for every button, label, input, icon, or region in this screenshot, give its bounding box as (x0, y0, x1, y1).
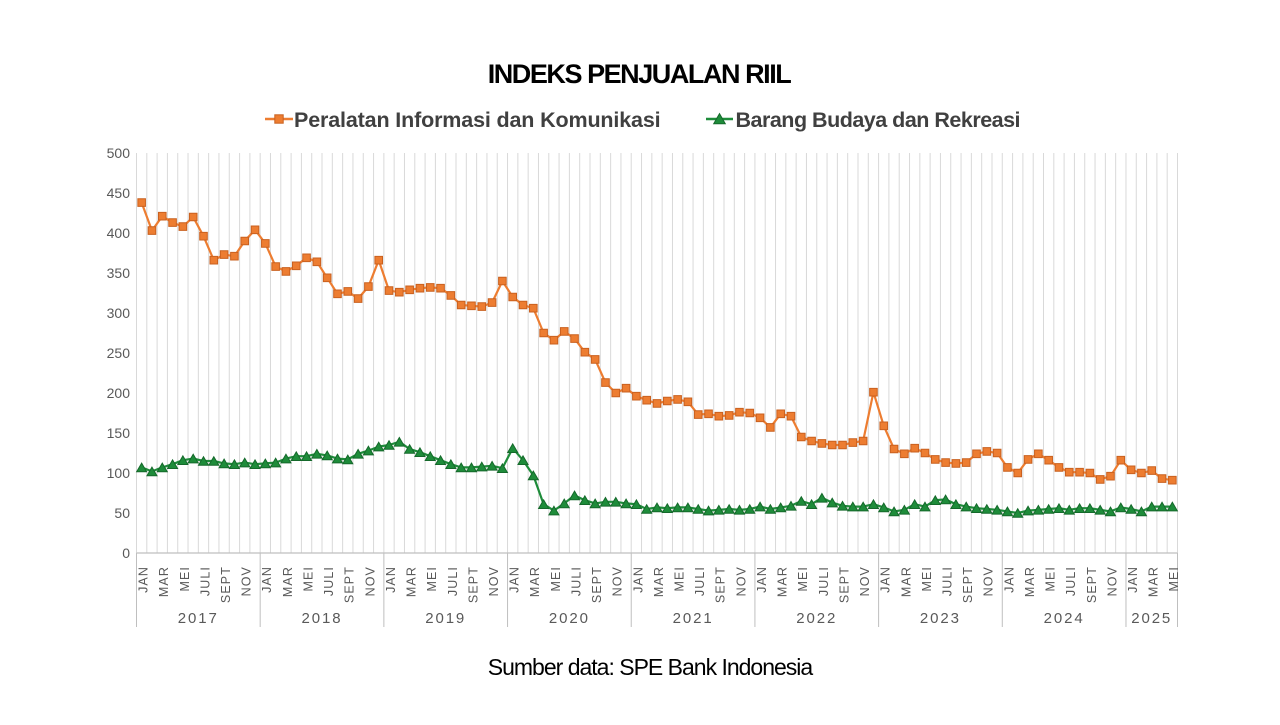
svg-text:SEPT: SEPT (1085, 566, 1099, 603)
svg-text:0: 0 (122, 545, 130, 561)
svg-text:NOV: NOV (1105, 566, 1119, 596)
svg-text:NOV: NOV (363, 566, 377, 596)
svg-text:JULI: JULI (198, 566, 212, 596)
svg-text:MAR: MAR (652, 566, 666, 597)
svg-text:MEI: MEI (301, 566, 315, 592)
svg-text:JAN: JAN (384, 566, 398, 593)
svg-text:MEI: MEI (920, 566, 934, 592)
svg-text:MEI: MEI (673, 566, 687, 592)
svg-text:200: 200 (107, 385, 131, 401)
svg-text:NOV: NOV (240, 566, 254, 596)
svg-text:400: 400 (107, 225, 131, 241)
svg-text:2019: 2019 (425, 610, 466, 627)
svg-text:INDEKS PENJUALAN RIIL: INDEKS PENJUALAN RIIL (488, 59, 792, 89)
svg-text:MAR: MAR (776, 566, 790, 597)
svg-text:SEPT: SEPT (837, 566, 851, 603)
svg-text:JAN: JAN (137, 566, 151, 593)
svg-text:MAR: MAR (1023, 566, 1037, 597)
svg-text:MAR: MAR (1147, 566, 1161, 597)
svg-text:JULI: JULI (569, 566, 583, 596)
svg-text:MAR: MAR (528, 566, 542, 597)
svg-text:50: 50 (114, 505, 130, 521)
svg-text:450: 450 (107, 185, 131, 201)
svg-text:JULI: JULI (446, 566, 460, 596)
svg-text:JAN: JAN (879, 566, 893, 593)
svg-text:NOV: NOV (611, 566, 625, 596)
svg-text:SEPT: SEPT (343, 566, 357, 603)
svg-text:JULI: JULI (693, 566, 707, 596)
svg-text:MEI: MEI (1044, 566, 1058, 592)
svg-text:MAR: MAR (405, 566, 419, 597)
svg-text:JAN: JAN (631, 566, 645, 593)
svg-text:SEPT: SEPT (219, 566, 233, 603)
svg-text:JULI: JULI (322, 566, 336, 596)
svg-text:100: 100 (107, 465, 131, 481)
svg-text:MAR: MAR (899, 566, 913, 597)
svg-text:NOV: NOV (734, 566, 748, 596)
svg-text:NOV: NOV (487, 566, 501, 596)
svg-text:350: 350 (107, 265, 131, 281)
svg-text:JULI: JULI (940, 566, 954, 596)
svg-text:JULI: JULI (817, 566, 831, 596)
svg-text:300: 300 (107, 305, 131, 321)
svg-text:SEPT: SEPT (961, 566, 975, 603)
svg-text:MEI: MEI (796, 566, 810, 592)
svg-text:250: 250 (107, 345, 131, 361)
svg-text:SEPT: SEPT (466, 566, 480, 603)
svg-text:500: 500 (107, 145, 131, 161)
svg-text:2022: 2022 (796, 610, 837, 627)
svg-text:SEPT: SEPT (714, 566, 728, 603)
svg-text:MEI: MEI (1167, 566, 1181, 592)
svg-text:JAN: JAN (755, 566, 769, 593)
svg-text:JAN: JAN (508, 566, 522, 593)
svg-text:MAR: MAR (281, 566, 295, 597)
svg-text:Peralatan Informasi dan Komuni: Peralatan Informasi dan Komunikasi (294, 108, 660, 132)
svg-text:JULI: JULI (1064, 566, 1078, 596)
svg-text:NOV: NOV (858, 566, 872, 596)
svg-text:2017: 2017 (178, 610, 219, 627)
svg-text:2021: 2021 (673, 610, 714, 627)
svg-text:NOV: NOV (982, 566, 996, 596)
svg-text:2024: 2024 (1044, 610, 1085, 627)
svg-text:2023: 2023 (920, 610, 961, 627)
svg-text:SEPT: SEPT (590, 566, 604, 603)
svg-text:JAN: JAN (1002, 566, 1016, 593)
svg-text:MEI: MEI (549, 566, 563, 592)
svg-text:JAN: JAN (1126, 566, 1140, 593)
svg-text:JAN: JAN (260, 566, 274, 593)
svg-text:2025: 2025 (1131, 610, 1172, 627)
svg-text:2020: 2020 (549, 610, 590, 627)
svg-text:Barang Budaya dan Rekreasi: Barang Budaya dan Rekreasi (736, 108, 1021, 132)
svg-text:MEI: MEI (425, 566, 439, 592)
svg-text:MAR: MAR (157, 566, 171, 597)
svg-text:Sumber data: SPE Bank Indonesi: Sumber data: SPE Bank Indonesia (488, 654, 814, 680)
svg-text:2018: 2018 (302, 610, 343, 627)
svg-text:150: 150 (107, 425, 131, 441)
svg-text:MEI: MEI (178, 566, 192, 592)
